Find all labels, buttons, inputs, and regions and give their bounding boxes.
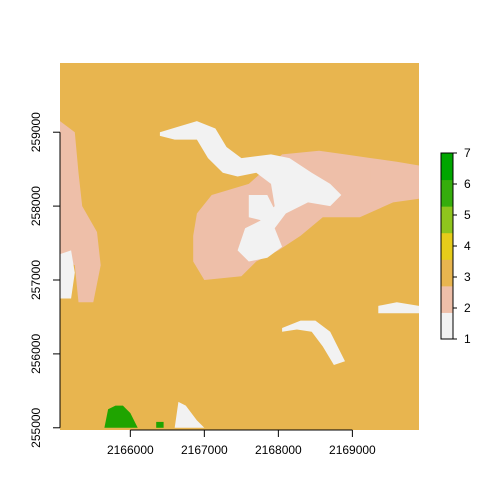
legend-tick-label: 6 (464, 177, 471, 191)
legend-color-segment (441, 232, 453, 260)
raster-region-center-inner-pocket (248, 195, 275, 221)
legend-color-segment (441, 285, 453, 313)
raster-region-center-white-curve (159, 121, 342, 262)
axes: 2166000 2167000 2168000 2169000 255000 256000… (29, 112, 376, 457)
raster-region-left-edge-patch (60, 250, 75, 299)
x-tick-label: 2169000 (329, 443, 376, 457)
raster-region-bottom-white-spike (174, 401, 205, 428)
y-tick-label: 258000 (29, 186, 43, 226)
y-tick-label: 257000 (29, 260, 43, 300)
y-tick-label: 255000 (29, 407, 43, 447)
y-tick-label: 256000 (29, 334, 43, 374)
raster-region-bottom-green-patch (104, 405, 138, 428)
y-tick-label: 259000 (29, 112, 43, 152)
x-tick-label: 2168000 (255, 443, 302, 457)
legend-tick-label: 3 (464, 270, 471, 284)
raster-region-bottom-green-dot (156, 421, 164, 428)
legend-tick-label: 5 (464, 208, 471, 222)
legend-color-segment (441, 153, 453, 181)
raster-region-right-white-patch (378, 302, 419, 314)
legend-color-segment (441, 179, 453, 207)
legend-tick-label: 1 (464, 332, 471, 346)
legend-color-segment (441, 312, 453, 340)
legend-tick-label: 7 (464, 146, 471, 160)
x-tick-label: 2166000 (107, 443, 154, 457)
color-legend: 1 2 3 4 5 6 7 (440, 146, 471, 346)
x-tick-label: 2167000 (181, 443, 228, 457)
raster-region-lower-white-arc (282, 320, 345, 365)
raster-region-right-band (370, 165, 419, 195)
legend-tick-label: 2 (464, 301, 471, 315)
legend-tick-label: 4 (464, 239, 471, 253)
legend-color-segment (441, 206, 453, 234)
raster-area (60, 63, 419, 430)
legend-color-segment (441, 259, 453, 287)
